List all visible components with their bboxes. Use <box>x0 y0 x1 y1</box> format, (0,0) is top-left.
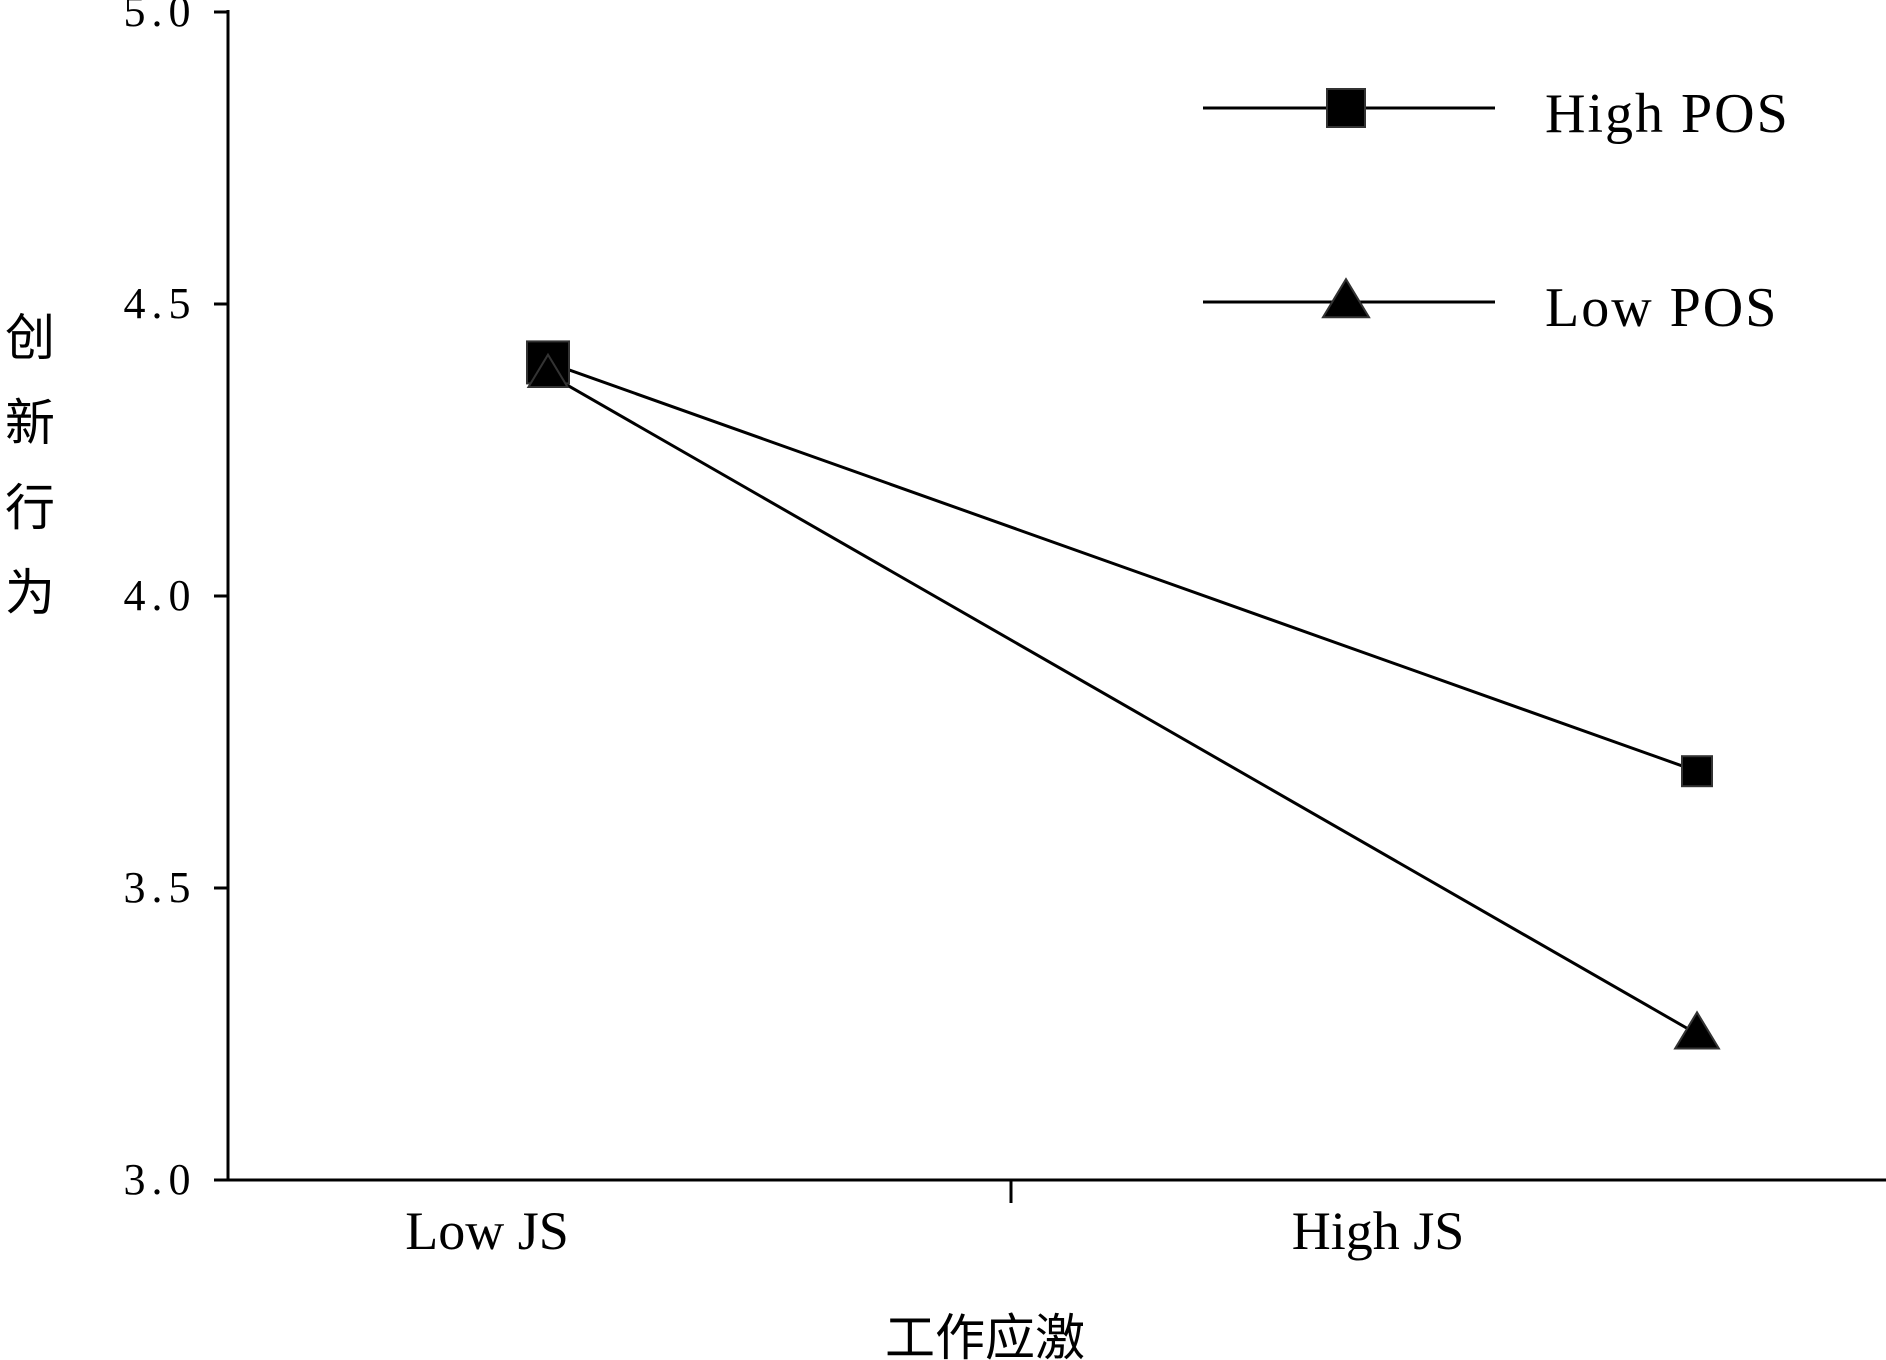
legend-label: Low POS <box>1545 277 1778 339</box>
triangle-marker <box>526 352 570 388</box>
y-axis-label-char: 新 <box>5 394 55 452</box>
square-marker <box>1681 755 1713 788</box>
x-axis-categories: Low JS High JS <box>405 1201 1464 1261</box>
series-line-high-pos <box>547 360 1698 773</box>
y-tick-label: 4.0 <box>124 571 197 620</box>
series-layer <box>526 340 1721 1050</box>
legend: High POS Low POS <box>1203 83 1790 339</box>
x-axis-label: 工作应激 <box>885 1309 1085 1360</box>
y-axis-label-char: 行 <box>5 479 55 537</box>
x-category-label: High JS <box>1292 1201 1465 1261</box>
triangle-marker <box>1321 277 1371 319</box>
y-axis-label-char: 为 <box>5 564 55 622</box>
y-tick-label: 3.0 <box>124 1155 197 1204</box>
y-axis-label-char: 创 <box>5 309 55 367</box>
x-category-label: Low JS <box>405 1201 569 1261</box>
legend-label: High POS <box>1545 83 1790 145</box>
y-tick-label: 4.5 <box>124 279 197 328</box>
y-tick-label: 5.0 <box>124 0 197 36</box>
square-marker <box>1326 88 1366 128</box>
y-axis-ticks: 3.0 3.5 4.0 4.5 5.0 <box>124 0 228 1204</box>
triangle-marker <box>1673 1010 1721 1050</box>
series-line-low-pos <box>547 372 1698 1036</box>
y-tick-label: 3.5 <box>124 863 197 912</box>
